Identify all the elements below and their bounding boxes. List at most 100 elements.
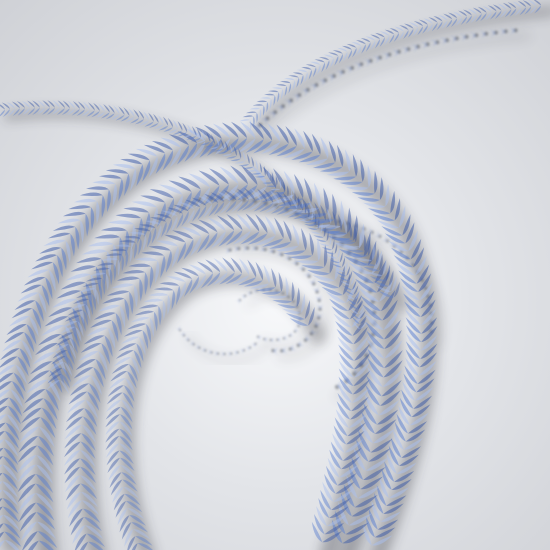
leaf-shape [269, 199, 277, 209]
leaf-shape [242, 244, 248, 252]
leaf-shape [272, 299, 292, 304]
leaf-shape [289, 194, 298, 209]
leaf-shape [366, 375, 382, 397]
leaf-shape [292, 223, 300, 246]
leaf-shape [337, 247, 340, 259]
leaf-shape [384, 350, 403, 368]
chain-dot [298, 318, 302, 321]
leaf-shape [35, 300, 44, 322]
leaf-shape [48, 367, 63, 378]
leaf-shape [60, 281, 86, 290]
leaf-shape [307, 270, 330, 276]
leaf-shape [239, 119, 250, 122]
leaf-shape [284, 78, 295, 81]
leaf-shape [357, 286, 380, 302]
leaf-shape [64, 458, 81, 475]
leaf-shape [354, 352, 371, 370]
leaf-shape [17, 292, 39, 302]
leaf-shape [269, 98, 272, 110]
leaf-shape [337, 380, 345, 389]
leaf-shape [82, 282, 99, 288]
leaf-shape [296, 77, 300, 88]
leaf-shape [331, 497, 351, 510]
leaf-shape [276, 106, 283, 113]
leaf-shape [298, 339, 305, 346]
leaf-shape [74, 533, 87, 550]
leaf-shape [0, 356, 18, 369]
dot-chain [235, 286, 303, 343]
leaf-shape [250, 283, 270, 289]
leaf-shape [68, 391, 88, 405]
leaf-shape [420, 334, 438, 351]
leaf-shape [284, 292, 289, 297]
leaf-shape [273, 95, 276, 106]
leaf-shape [253, 116, 255, 127]
leaf-shape [118, 343, 137, 352]
leaf-shape [176, 242, 186, 264]
leaf-shape [343, 483, 355, 508]
leaf-shape [360, 38, 371, 43]
leaf-shape [161, 210, 178, 217]
leaf-shape [293, 213, 309, 220]
leaf-shape [363, 402, 377, 425]
leaf-shape [241, 200, 255, 211]
leaf-shape [249, 107, 261, 110]
leaf-shape [282, 192, 292, 207]
leaf-shape [12, 108, 20, 117]
leaf-shape [304, 223, 315, 227]
leaf-shape [197, 195, 213, 205]
leaf-shape [35, 493, 54, 512]
leaf-shape [224, 247, 230, 255]
leaf-shape [382, 370, 403, 387]
leaf-shape [323, 187, 329, 214]
leaf-shape [420, 299, 436, 317]
leaf-shape [234, 161, 245, 164]
leaf-shape [329, 259, 340, 264]
leaf-shape [348, 270, 353, 281]
leaf-shape [66, 408, 85, 423]
leaf-shape [32, 352, 56, 365]
leaf-shape [263, 189, 274, 203]
leaf-shape [22, 107, 30, 116]
leaf-shape [258, 197, 266, 207]
leaf-shape [121, 399, 134, 416]
leaf-shape [52, 100, 60, 108]
leaf-shape [380, 511, 402, 522]
leaf-shape [289, 206, 297, 216]
leaf-shape [65, 273, 91, 281]
chain-dot [372, 310, 377, 315]
leaf-shape [532, 0, 542, 6]
leaf-shape [441, 20, 448, 30]
leaf-shape [155, 260, 160, 284]
leaf-shape [288, 83, 292, 94]
leaf-shape [379, 31, 390, 36]
leaf-shape [75, 226, 80, 250]
leaf-shape [361, 44, 366, 54]
leaf-shape [118, 106, 125, 115]
leaf-shape [128, 108, 135, 117]
leaf-shape [381, 469, 392, 490]
leaf-shape [396, 413, 408, 434]
leaf-shape [0, 531, 5, 550]
leaf-shape [92, 180, 116, 185]
leaf-shape [340, 280, 351, 286]
leaf-shape [120, 158, 143, 165]
leaf-shape [46, 379, 60, 390]
leaf-shape [352, 388, 370, 403]
leaf-shape [288, 75, 299, 78]
leaf-shape [23, 276, 46, 286]
leaf-shape [262, 238, 284, 247]
leaf-shape [207, 217, 226, 231]
leaf-shape [386, 453, 397, 474]
leaf-shape [151, 227, 157, 245]
leaf-shape [331, 263, 342, 268]
leaf-shape [329, 506, 349, 519]
leaf-shape [183, 278, 193, 297]
leaf-shape [507, 2, 517, 9]
leaf-shape [388, 240, 409, 252]
leaf-shape [251, 156, 254, 167]
leaf-shape [17, 455, 37, 473]
leaf-shape [290, 188, 293, 200]
leaf-shape [156, 224, 162, 241]
leaf-shape [446, 19, 453, 28]
